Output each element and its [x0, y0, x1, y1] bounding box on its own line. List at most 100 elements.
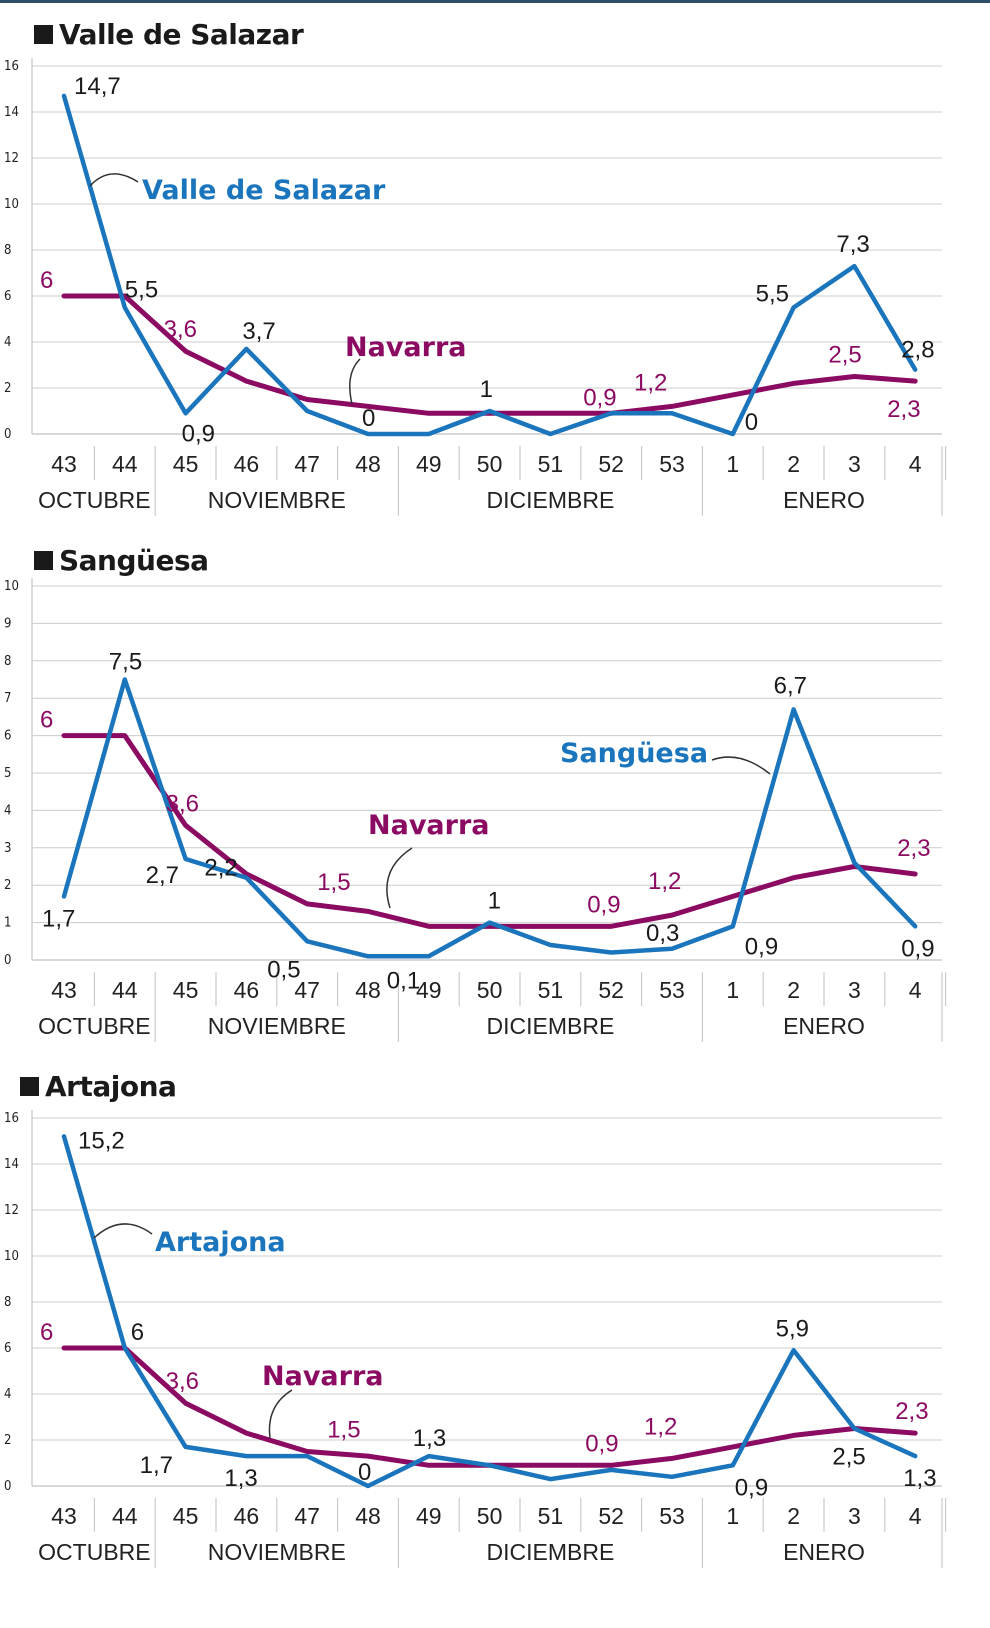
series-line-local [61, 677, 918, 959]
series-leader-line [711, 756, 771, 775]
x-tick-label: 53 [659, 1503, 685, 1529]
chart-title: Sangüesa [34, 540, 209, 580]
data-label-local: 7,5 [109, 649, 142, 676]
gridlines [32, 65, 942, 435]
y-tick-label: 10 [4, 579, 19, 594]
data-label-navarra: 2,3 [887, 396, 920, 423]
data-label-local: 6 [131, 1319, 144, 1346]
x-tick-label: 47 [294, 451, 320, 477]
data-label-local: 1,3 [224, 1465, 257, 1492]
data-label-navarra: 2,3 [895, 1398, 928, 1425]
x-tick-label: 45 [173, 1503, 199, 1529]
month-label: NOVIEMBRE [208, 1539, 346, 1565]
x-tick-label: 3 [848, 1503, 861, 1529]
series-name-local: Valle de Salazar [142, 175, 386, 206]
x-tick-label: 52 [598, 1503, 624, 1529]
y-tick-label: 4 [4, 335, 11, 350]
x-tick-label: 4 [909, 451, 922, 477]
x-tick-label: 50 [477, 1503, 503, 1529]
data-label-navarra: 2,3 [897, 835, 930, 862]
x-tick-label: 51 [538, 451, 564, 477]
chart-title: Artajona [20, 1066, 177, 1106]
x-tick-label: 44 [112, 977, 138, 1003]
x-tick-label: 3 [848, 977, 861, 1003]
series-name-navarra: Navarra [262, 1361, 384, 1392]
x-tick-label: 52 [598, 977, 624, 1003]
y-tick-label: 0 [4, 427, 11, 442]
x-tick-label: 49 [416, 451, 442, 477]
x-tick-label: 49 [416, 1503, 442, 1529]
y-tick-label: 0 [4, 953, 11, 968]
title-bullet-icon [34, 550, 53, 570]
month-label: NOVIEMBRE [208, 487, 346, 513]
y-tick-label: 2 [4, 381, 11, 396]
chart-title-text: Sangüesa [59, 543, 209, 577]
y-tick-label: 3 [4, 841, 11, 856]
data-label-local: 14,7 [74, 73, 121, 100]
data-label-navarra: 3,6 [166, 790, 199, 817]
data-label-local: 5,5 [125, 277, 158, 304]
data-label-local: 1 [480, 376, 493, 403]
series-leader-line [89, 173, 139, 187]
data-label-local: 1,3 [903, 1465, 936, 1492]
x-tick-label: 51 [538, 977, 564, 1003]
month-label: ENERO [783, 1539, 865, 1565]
series-leader-line [93, 1223, 153, 1239]
data-label-local: 1,7 [42, 905, 75, 932]
x-tick-label: 46 [234, 451, 260, 477]
series-leader-line [386, 847, 413, 909]
data-label-local: 5,9 [776, 1315, 809, 1342]
x-tick-label: 47 [294, 977, 320, 1003]
data-label-local: 2,8 [901, 337, 934, 364]
y-tick-label: 14 [4, 105, 19, 120]
data-label-local: 15,2 [78, 1127, 125, 1154]
title-bullet-icon [34, 24, 53, 44]
data-label-local: 0,1 [387, 967, 420, 994]
month-label: DICIEMBRE [487, 487, 615, 513]
x-tick-label: 48 [355, 451, 381, 477]
chart-title-text: Valle de Salazar [59, 17, 304, 51]
x-tick-label: 48 [355, 977, 381, 1003]
month-label: NOVIEMBRE [208, 1013, 346, 1039]
top-border [0, 0, 990, 3]
y-tick-label: 10 [4, 1249, 19, 1264]
y-tick-label: 1 [4, 916, 11, 931]
x-tick-label: 46 [234, 977, 260, 1003]
y-tick-label: 9 [4, 616, 11, 631]
series-leader-line [349, 358, 361, 405]
x-tick-label: 4 [909, 977, 922, 1003]
data-label-local: 2,2 [204, 855, 237, 882]
x-tick-label: 1 [726, 1503, 739, 1529]
data-label-local: 7,3 [836, 231, 869, 258]
month-label: DICIEMBRE [487, 1539, 615, 1565]
x-tick-label: 53 [659, 977, 685, 1003]
data-label-local: 0 [362, 405, 375, 432]
y-tick-label: 0 [4, 1479, 11, 1494]
data-label-navarra: 1,2 [644, 1413, 677, 1440]
x-tick-label: 51 [538, 1503, 564, 1529]
title-bullet-icon [20, 1076, 39, 1096]
gridlines [32, 1117, 942, 1487]
data-label-navarra: 1,5 [327, 1417, 360, 1444]
series-name-navarra: Navarra [345, 332, 467, 363]
data-label-local: 0,9 [735, 1474, 768, 1501]
x-tick-label: 47 [294, 1503, 320, 1529]
data-label-local: 2,5 [832, 1444, 865, 1471]
data-label-local: 2,7 [146, 862, 179, 889]
data-label-local: 1,7 [140, 1452, 173, 1479]
data-label-local: 0,9 [745, 933, 778, 960]
data-label-local: 0,9 [182, 420, 215, 447]
x-tick-label: 2 [787, 977, 800, 1003]
x-tick-label: 2 [787, 451, 800, 477]
x-tick-label: 3 [848, 451, 861, 477]
data-label-navarra: 6 [40, 1319, 53, 1346]
month-label: OCTUBRE [38, 487, 150, 513]
data-label-local: 0 [358, 1459, 371, 1486]
data-label-local: 0,3 [646, 920, 679, 947]
x-tick-label: 1 [726, 451, 739, 477]
y-tick-label: 16 [4, 1111, 19, 1126]
x-tick-label: 44 [112, 451, 138, 477]
y-tick-label: 2 [4, 1433, 11, 1448]
chart-title-text: Artajona [45, 1069, 177, 1103]
y-tick-label: 5 [4, 766, 11, 781]
